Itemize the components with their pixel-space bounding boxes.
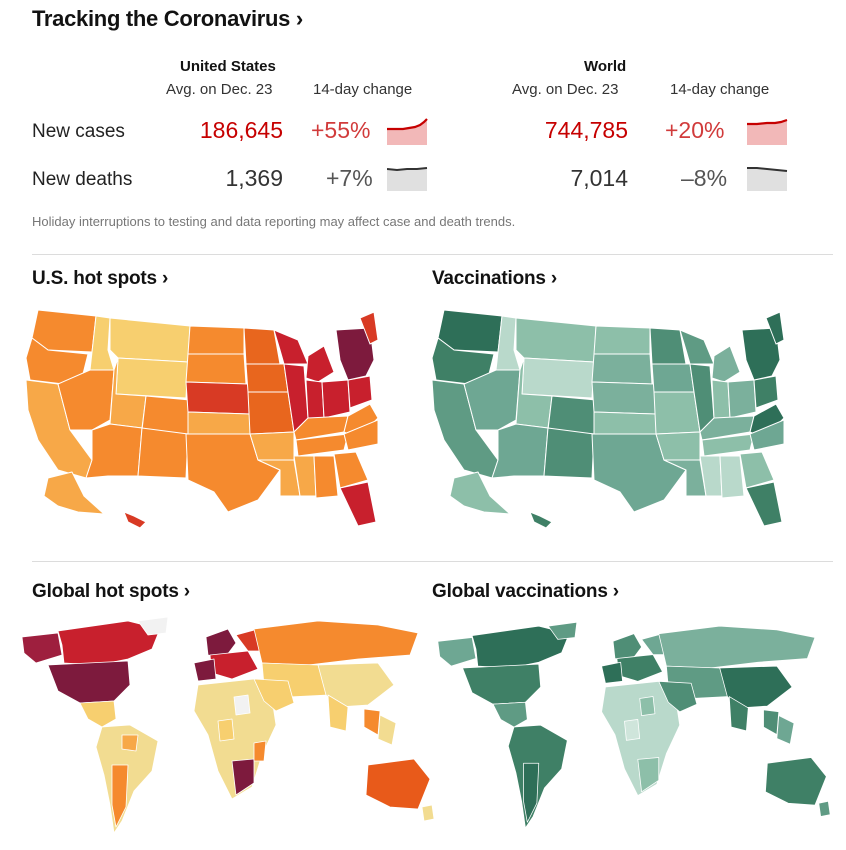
world-column-title: World xyxy=(584,58,627,75)
global-vaccinations-map[interactable] xyxy=(434,615,834,840)
world-cases-sparkline xyxy=(747,118,788,145)
row-label-new-deaths: New deaths xyxy=(32,169,133,190)
chevron-right-icon: › xyxy=(550,268,557,289)
world-new-deaths-value: 7,014 xyxy=(570,165,628,191)
us-avg-label: Avg. on Dec. 23 xyxy=(166,81,273,98)
world-change-label: 14-day change xyxy=(670,81,770,98)
chevron-right-icon: › xyxy=(612,581,619,602)
us-hotspots-title: U.S. hot spots xyxy=(32,268,157,289)
us-new-cases-change: +55% xyxy=(311,117,371,143)
us-cases-sparkline xyxy=(387,118,428,145)
us-hotspots-link[interactable]: U.S. hot spots › xyxy=(32,268,168,290)
page-title-text: Tracking the Coronavirus xyxy=(32,6,291,31)
world-deaths-sparkline xyxy=(747,167,788,191)
page-title[interactable]: Tracking the Coronavirus › xyxy=(32,6,303,32)
data-note: Holiday interruptions to testing and dat… xyxy=(32,214,516,229)
us-column-title: United States xyxy=(180,58,276,75)
chevron-right-icon: › xyxy=(183,581,190,602)
us-new-deaths-change: +7% xyxy=(326,165,373,191)
row-label-new-cases: New cases xyxy=(32,121,125,142)
global-hotspots-title: Global hot spots xyxy=(32,581,179,602)
vaccinations-map[interactable] xyxy=(424,300,784,535)
global-hotspots-map[interactable] xyxy=(18,615,438,840)
world-new-cases-change: +20% xyxy=(665,117,725,143)
us-hotspots-map[interactable] xyxy=(18,300,378,535)
divider xyxy=(32,561,833,562)
world-new-cases-value: 744,785 xyxy=(544,117,628,143)
divider xyxy=(32,254,833,255)
global-vaccinations-title: Global vaccinations xyxy=(432,581,608,602)
vaccinations-link[interactable]: Vaccinations › xyxy=(432,268,557,290)
us-new-cases-value: 186,645 xyxy=(199,117,283,143)
vaccinations-title: Vaccinations xyxy=(432,268,546,289)
chevron-right-icon: › xyxy=(162,268,169,289)
us-change-label: 14-day change xyxy=(313,81,413,98)
global-vaccinations-link[interactable]: Global vaccinations › xyxy=(432,581,619,603)
world-avg-label: Avg. on Dec. 23 xyxy=(512,81,619,98)
us-deaths-sparkline xyxy=(387,167,428,191)
world-new-deaths-change: –8% xyxy=(681,165,728,191)
global-hotspots-link[interactable]: Global hot spots › xyxy=(32,581,190,603)
us-new-deaths-value: 1,369 xyxy=(225,165,283,191)
chevron-right-icon: › xyxy=(295,6,303,31)
